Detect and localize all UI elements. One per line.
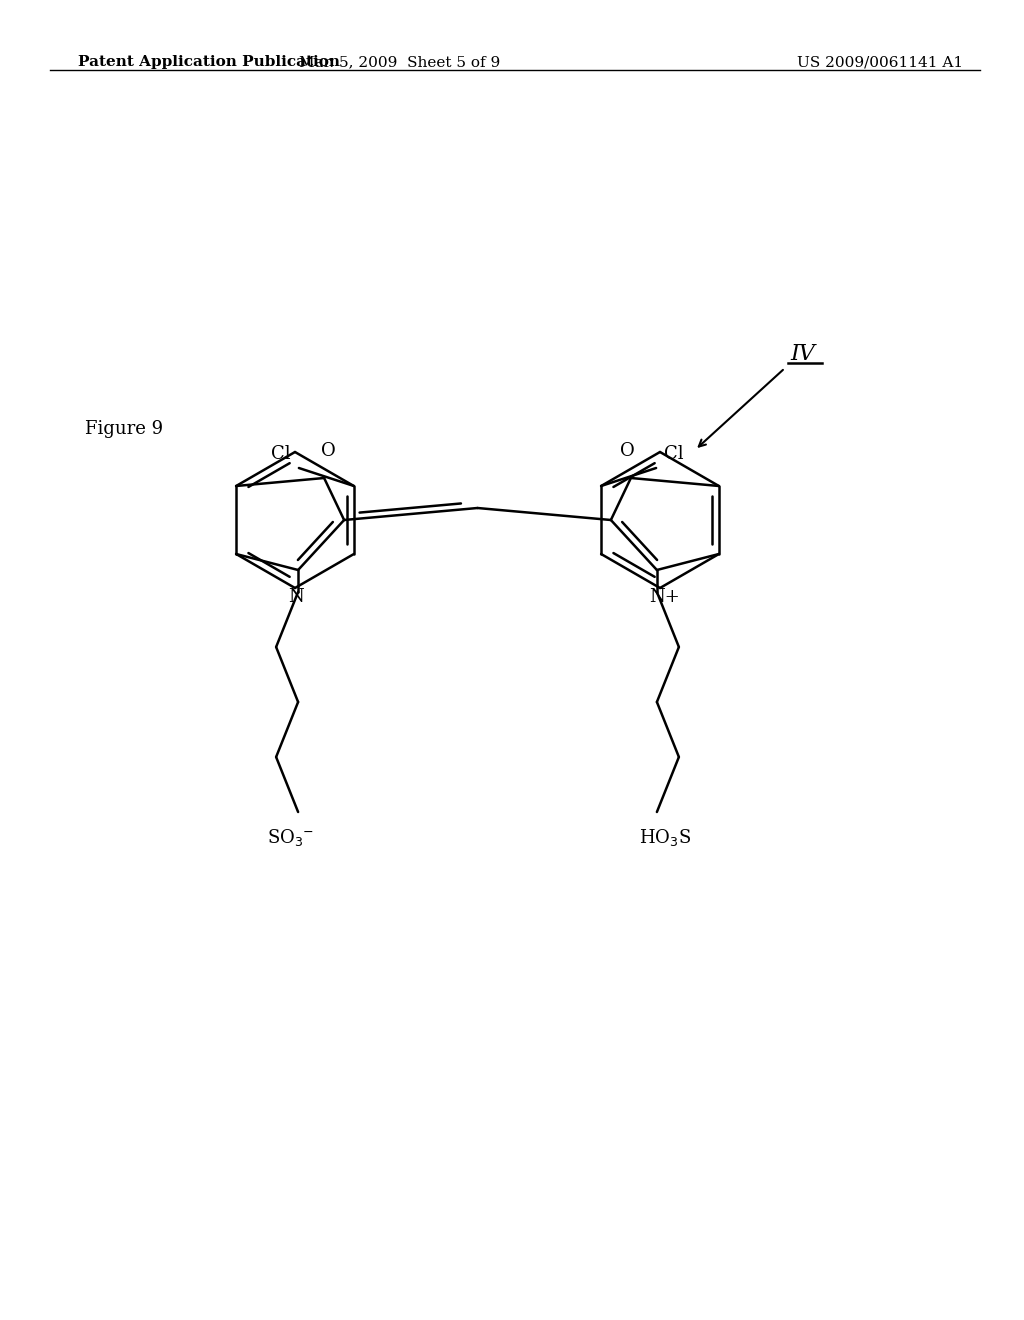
Text: Cl: Cl: [271, 445, 291, 463]
Text: N: N: [288, 587, 304, 606]
Text: Mar. 5, 2009  Sheet 5 of 9: Mar. 5, 2009 Sheet 5 of 9: [299, 55, 501, 69]
Text: Cl: Cl: [665, 445, 684, 463]
Text: Figure 9: Figure 9: [85, 420, 163, 438]
Text: O: O: [620, 442, 634, 459]
Text: HO$_3$S: HO$_3$S: [639, 828, 691, 847]
Text: Patent Application Publication: Patent Application Publication: [78, 55, 340, 69]
Text: N+: N+: [649, 587, 680, 606]
Text: SO$_3$$^{-}$: SO$_3$$^{-}$: [266, 828, 313, 847]
Text: O: O: [321, 442, 336, 459]
Text: IV: IV: [790, 343, 815, 366]
Text: US 2009/0061141 A1: US 2009/0061141 A1: [797, 55, 963, 69]
